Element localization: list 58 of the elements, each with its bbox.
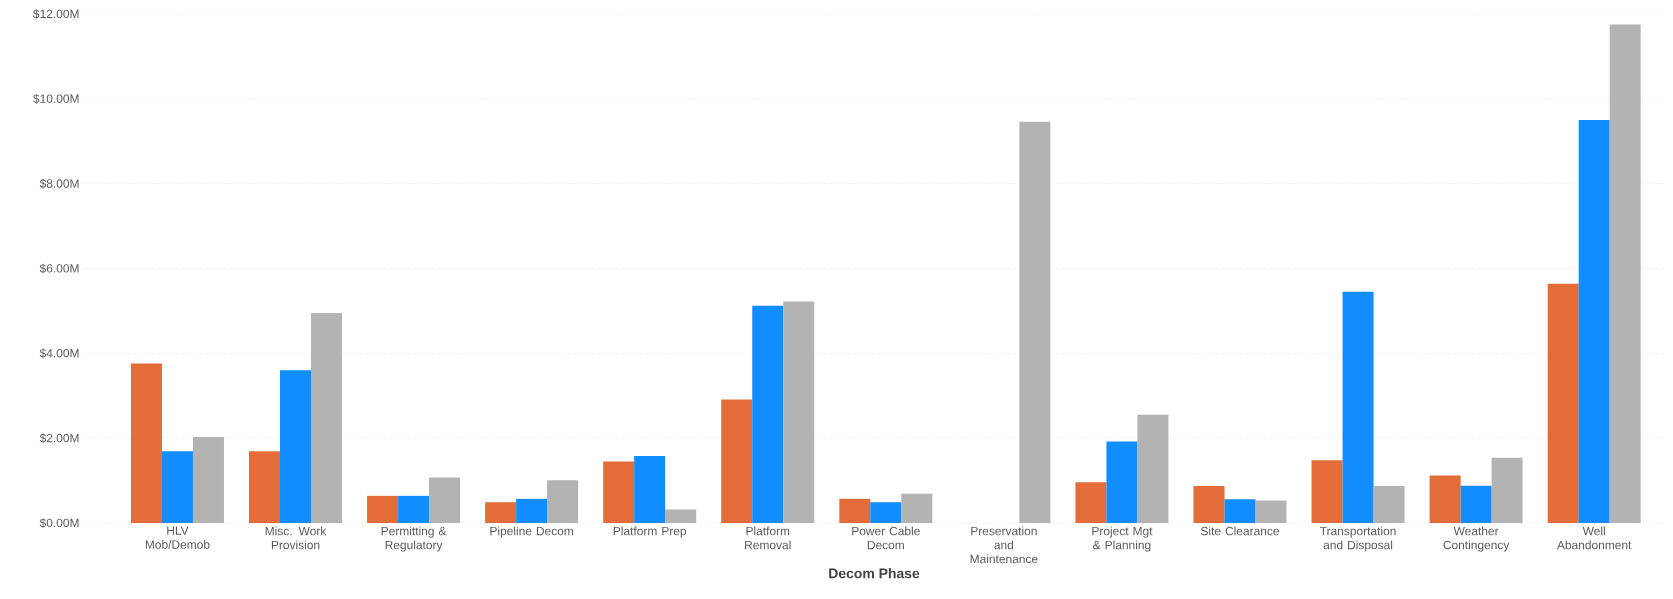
x-axis-title: Decom Phase: [829, 568, 920, 579]
x-tick-label: Power Cable Decom: [852, 526, 920, 550]
x-tick-label: Project Mgt & Planning: [1092, 526, 1153, 552]
bar: [1373, 486, 1405, 523]
y-tick-label: $12.00M: [33, 9, 79, 19]
bar: [1075, 482, 1107, 523]
bar: [665, 509, 697, 523]
x-tick-label: Well Abandonment: [1556, 526, 1632, 550]
bar: [161, 451, 193, 523]
bar: [1342, 291, 1374, 523]
bar: [1578, 120, 1610, 523]
bar: [429, 477, 461, 523]
bar: [901, 493, 933, 523]
bar: [1193, 486, 1225, 523]
bar: [547, 480, 579, 523]
bar: [1137, 414, 1169, 523]
x-tick-label: HLV Mob/Demob: [145, 526, 210, 549]
bar: [249, 451, 281, 523]
bar: [1019, 121, 1051, 523]
bar: [311, 313, 343, 523]
bar: [280, 370, 312, 523]
bar: [1547, 283, 1579, 523]
x-tick-label: Transportation and Disposal: [1319, 526, 1396, 552]
y-tick-label: $2.00M: [39, 433, 79, 443]
y-tick-label: $4.00M: [39, 348, 79, 359]
bar: [192, 436, 224, 523]
bar: [130, 363, 162, 523]
x-tick-label: Platform Prep: [613, 526, 687, 538]
y-tick-label: $10.00M: [33, 94, 79, 104]
bar: [1106, 441, 1138, 523]
bar: [1460, 485, 1492, 523]
bar: [839, 498, 871, 523]
bar: [783, 301, 815, 523]
x-tick-label: Misc. Work Provision: [265, 526, 327, 550]
bar: [1609, 24, 1641, 523]
bar: [1224, 499, 1256, 523]
x-tick-label: Permitting & Regulatory: [381, 526, 447, 552]
bar: [634, 455, 666, 523]
x-tick-label: Platform Removal: [745, 526, 791, 550]
bar: [752, 305, 784, 523]
bar: [1311, 460, 1343, 523]
y-tick-label: $6.00M: [39, 263, 79, 274]
bar: [1491, 457, 1523, 523]
x-tick-label: Weather Contingency: [1443, 526, 1510, 552]
x-tick-label: Site Clearance: [1201, 526, 1279, 536]
bar: [1255, 500, 1287, 523]
bar: [721, 399, 753, 523]
y-tick-label: $0.00M: [39, 518, 79, 528]
bar: [398, 495, 430, 523]
bar: [367, 495, 399, 523]
y-tick-label: $8.00M: [39, 178, 79, 189]
bar: [603, 461, 635, 523]
x-tick-label: Pipeline Decom: [490, 526, 574, 538]
bar: [870, 502, 902, 523]
x-tick-label: Preservation and Maintenance: [970, 526, 1038, 564]
bar: [485, 502, 517, 523]
bar: [1429, 475, 1461, 523]
bar: [516, 498, 548, 523]
